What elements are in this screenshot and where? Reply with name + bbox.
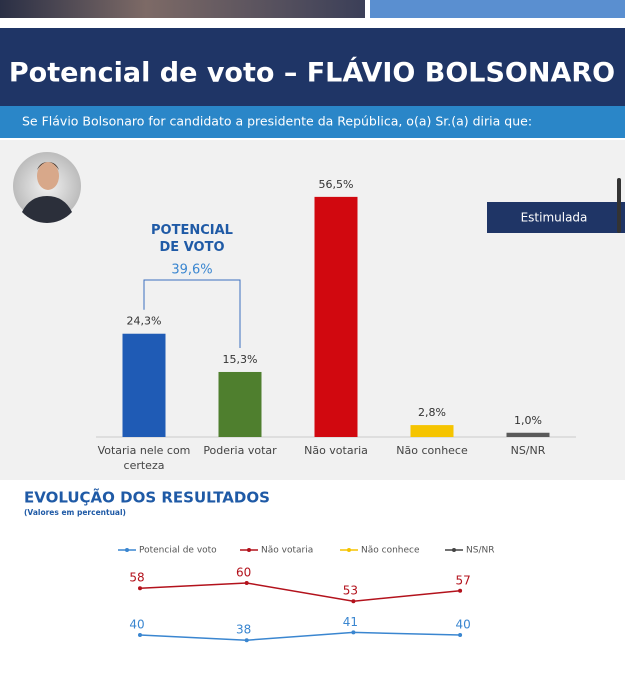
category-label-text: Não votaria bbox=[304, 444, 368, 457]
filter-tab[interactable] bbox=[487, 202, 625, 233]
legend-label: Potencial de voto bbox=[139, 546, 217, 556]
category-label: Não votaria bbox=[304, 444, 368, 457]
category-label-text: Votaria nele com certeza bbox=[97, 444, 191, 472]
category-label-text: Poderia votar bbox=[203, 444, 277, 457]
legend-label: NS/NR bbox=[466, 546, 494, 556]
bar bbox=[506, 432, 550, 437]
category-label: NS/NR bbox=[510, 444, 546, 457]
chart-title: EVOLUÇÃO DOS RESULTADOS bbox=[24, 488, 270, 507]
category-label: Não conhece bbox=[396, 444, 468, 457]
bar bbox=[218, 371, 262, 437]
header bbox=[0, 28, 625, 106]
point-label: 57 bbox=[455, 573, 470, 587]
value-label: 1,0% bbox=[514, 414, 542, 427]
value-label: 2,8% bbox=[418, 406, 446, 419]
chart-panel bbox=[0, 140, 625, 480]
scrollbar bbox=[617, 178, 621, 233]
annotation-title: POTENCIAL DE VOTO bbox=[151, 223, 233, 255]
category-label-text: NS/NR bbox=[510, 444, 546, 457]
point bbox=[351, 630, 356, 635]
point bbox=[138, 633, 142, 637]
value-label: 15,3% bbox=[223, 353, 258, 366]
point-label: 40 bbox=[129, 618, 144, 632]
legend-label: Não conhece bbox=[361, 546, 420, 556]
bracket bbox=[143, 279, 241, 348]
point bbox=[351, 599, 356, 604]
point-label: 40 bbox=[455, 618, 470, 632]
legend-dot bbox=[125, 548, 129, 552]
point-label: 38 bbox=[236, 623, 251, 637]
legend-label: Não votaria bbox=[261, 546, 313, 556]
annotation-value: 39,6% bbox=[171, 263, 212, 278]
subtitle-bar bbox=[0, 106, 625, 138]
point bbox=[244, 581, 249, 585]
point bbox=[458, 633, 463, 637]
banner-photo bbox=[0, 0, 365, 18]
subtitle: Se Flávio Bolsonaro for candidato a pres… bbox=[22, 114, 532, 129]
bar bbox=[314, 196, 358, 437]
legend-dot bbox=[247, 548, 251, 552]
bar bbox=[122, 333, 166, 437]
legend-dot bbox=[452, 548, 456, 552]
category-label: Votaria nele com certeza bbox=[97, 444, 191, 472]
avatar bbox=[13, 152, 81, 223]
point bbox=[244, 638, 249, 643]
bar bbox=[410, 425, 454, 437]
value-label: 24,3% bbox=[127, 315, 162, 328]
series-line bbox=[139, 582, 461, 602]
point bbox=[458, 588, 463, 593]
chart-subtitle: (Valores em percentual) bbox=[24, 508, 126, 517]
value-label: 56,5% bbox=[319, 178, 354, 191]
category-label: Poderia votar bbox=[203, 444, 277, 457]
banner-strip bbox=[370, 0, 625, 18]
category-label-text: Não conhece bbox=[396, 444, 468, 457]
point-label: 60 bbox=[236, 566, 251, 580]
legend-dot bbox=[347, 548, 351, 552]
page-title: Potencial de voto – FLÁVIO BOLSONARO bbox=[9, 57, 615, 89]
point bbox=[138, 586, 142, 591]
filter-tab-label[interactable]: Estimulada bbox=[521, 211, 588, 225]
point-label: 53 bbox=[343, 584, 358, 598]
series-line bbox=[139, 631, 461, 641]
point-label: 58 bbox=[129, 571, 144, 585]
point-label: 41 bbox=[343, 615, 358, 629]
annotation-title-box: POTENCIAL DE VOTO bbox=[151, 223, 233, 255]
